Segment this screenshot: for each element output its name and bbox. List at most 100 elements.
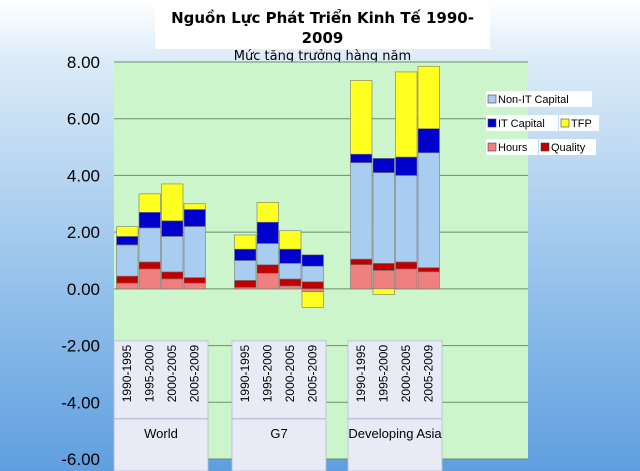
group-axis-panel xyxy=(347,340,443,471)
bar-segment xyxy=(350,80,373,155)
bar-segment xyxy=(395,156,418,176)
period-label: 1995-2000 xyxy=(261,345,275,403)
bar-segment xyxy=(395,268,418,290)
bar-segment xyxy=(234,280,257,288)
group-label: G7 xyxy=(270,426,287,441)
bar-segment xyxy=(256,272,279,290)
bar-segment xyxy=(372,172,395,264)
bar-segment xyxy=(279,248,302,264)
bar-segment xyxy=(116,236,139,246)
bar-segment xyxy=(372,263,395,271)
bar-segment xyxy=(301,254,324,267)
bar-segment xyxy=(116,226,139,237)
bar-segment xyxy=(161,220,184,237)
legend-item xyxy=(486,91,592,107)
legend-label: Non-IT Capital xyxy=(498,94,569,106)
bar-segment xyxy=(234,260,257,281)
y-tick-label: -2.00 xyxy=(61,337,100,356)
bar-segment xyxy=(279,230,302,250)
bar-segment xyxy=(417,128,440,154)
y-tick-label: -6.00 xyxy=(61,450,100,469)
bar-segment xyxy=(161,278,184,290)
chart-title: Nguồn Lực Phát Triển Kinh Tế 1990-2009 xyxy=(171,9,474,47)
bar-segment xyxy=(138,261,161,270)
bar-segment xyxy=(183,226,206,278)
legend-label: Quality xyxy=(551,142,586,154)
bar-segment xyxy=(161,271,184,280)
bar-segment xyxy=(279,278,302,287)
legend-label: IT Capital xyxy=(498,118,545,130)
y-tick-label: 4.00 xyxy=(67,166,100,185)
period-label: 2005-2009 xyxy=(306,345,320,403)
group-label: Developing Asia xyxy=(348,426,442,441)
period-label: 1995-2000 xyxy=(377,345,391,403)
legend-item xyxy=(486,139,538,155)
legend-item xyxy=(539,139,596,155)
period-label: 1990-1995 xyxy=(354,345,368,403)
bar-segment xyxy=(183,209,206,227)
bar-segment xyxy=(395,71,418,158)
bar-segment xyxy=(395,175,418,263)
bar-segment xyxy=(161,236,184,273)
bar-segment xyxy=(256,264,279,274)
y-tick-label: 0.00 xyxy=(67,280,100,299)
legend-label: TFP xyxy=(571,118,592,130)
bar-segment xyxy=(417,65,440,129)
legend-swatch xyxy=(487,94,497,104)
bar-segment xyxy=(138,193,161,213)
group-axis-panel xyxy=(113,340,209,471)
bar-segment xyxy=(116,275,139,284)
bar-segment xyxy=(279,263,302,280)
bar-segment xyxy=(234,234,257,250)
bar-segment xyxy=(183,277,206,284)
period-label: 2000-2005 xyxy=(283,345,297,403)
bar-segment xyxy=(301,281,324,290)
bar-segment xyxy=(372,158,395,173)
chart-subtitle: Mức tăng trưởng hàng năm xyxy=(233,49,412,64)
bar-segment xyxy=(234,248,257,261)
bar-segment xyxy=(161,183,184,222)
y-tick-label: 2.00 xyxy=(67,223,100,242)
bar-segment xyxy=(256,243,279,266)
legend-swatch xyxy=(560,118,570,128)
y-tick-label: 6.00 xyxy=(67,110,100,129)
period-label: 1990-1995 xyxy=(238,345,252,403)
period-label: 2000-2005 xyxy=(165,345,179,403)
period-label: 2000-2005 xyxy=(399,345,413,403)
legend-label: Hours xyxy=(498,142,528,154)
bar-segment xyxy=(279,285,302,290)
bar-segment xyxy=(116,244,139,277)
bar-segment xyxy=(350,264,373,290)
bar-segment xyxy=(350,258,373,266)
group-label: World xyxy=(144,426,178,441)
legend-item xyxy=(486,115,558,131)
bar-segment xyxy=(395,261,418,270)
bar-segment xyxy=(417,271,440,290)
bar-segment xyxy=(301,265,324,283)
bar-segment xyxy=(183,203,206,210)
bar-segment xyxy=(138,227,161,263)
bar-segment xyxy=(256,202,279,223)
bar-segment xyxy=(183,282,206,290)
period-label: 2005-2009 xyxy=(188,345,202,403)
bar-segment xyxy=(301,291,324,308)
y-tick-label: -4.00 xyxy=(61,393,100,412)
bar-segment xyxy=(372,288,395,295)
bar-segment xyxy=(350,162,373,260)
period-label: 2005-2009 xyxy=(422,345,436,403)
title-box: Nguồn Lực Phát Triển Kinh Tế 1990-2009 M… xyxy=(155,5,490,64)
bar-segment xyxy=(256,221,279,244)
bar-segment xyxy=(138,211,161,229)
y-tick-label: 8.00 xyxy=(67,53,100,72)
bar-segment xyxy=(417,267,440,273)
bar-segment xyxy=(116,282,139,290)
legend-swatch xyxy=(487,142,497,152)
period-label: 1995-2000 xyxy=(143,345,157,403)
legend-swatch xyxy=(487,118,497,128)
bar-segment xyxy=(372,270,395,290)
bar-segment xyxy=(417,152,440,268)
period-label: 1990-1995 xyxy=(120,345,134,403)
group-axis-panel xyxy=(231,340,327,471)
legend-swatch xyxy=(540,142,550,152)
